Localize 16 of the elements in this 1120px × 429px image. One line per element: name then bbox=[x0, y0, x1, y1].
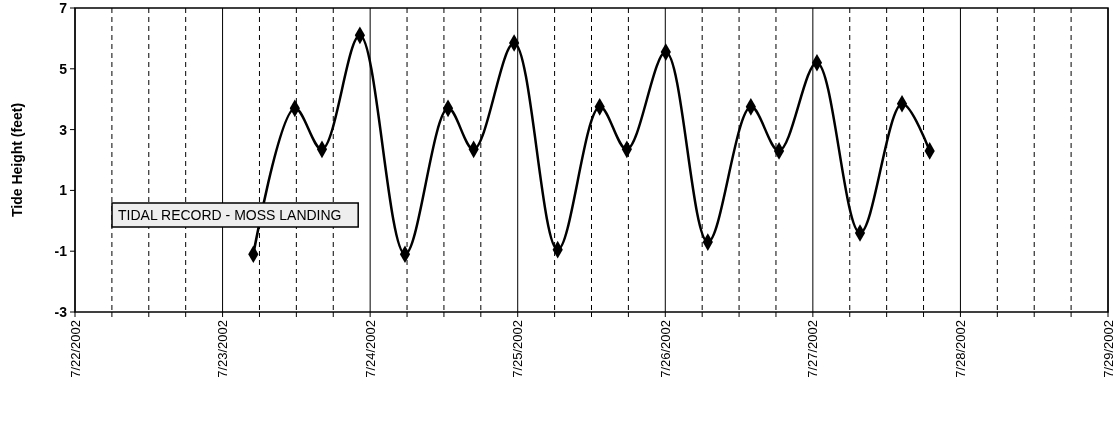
x-tick-label: 7/25/2002 bbox=[510, 320, 526, 378]
x-tick-label: 7/23/2002 bbox=[215, 320, 231, 378]
x-tick-label: 7/28/2002 bbox=[952, 320, 968, 378]
y-tick-label: 3 bbox=[59, 121, 68, 138]
annotation: TIDAL RECORD - MOSS LANDING bbox=[118, 206, 342, 223]
y-tick-label: -3 bbox=[54, 303, 68, 320]
y-tick-label: 7 bbox=[59, 0, 68, 16]
x-tick-label: 7/26/2002 bbox=[657, 320, 673, 378]
y-tick-label: 1 bbox=[59, 182, 68, 199]
x-tick-label: 7/22/2002 bbox=[67, 320, 83, 378]
y-tick-label: -1 bbox=[54, 243, 68, 260]
x-tick-label: 7/24/2002 bbox=[362, 320, 378, 378]
x-tick-label: 7/29/2002 bbox=[1100, 320, 1116, 378]
y-axis-title: Tide Height (feet) bbox=[9, 102, 25, 218]
x-tick-label: 7/27/2002 bbox=[805, 320, 821, 378]
y-tick-label: 5 bbox=[59, 60, 68, 77]
